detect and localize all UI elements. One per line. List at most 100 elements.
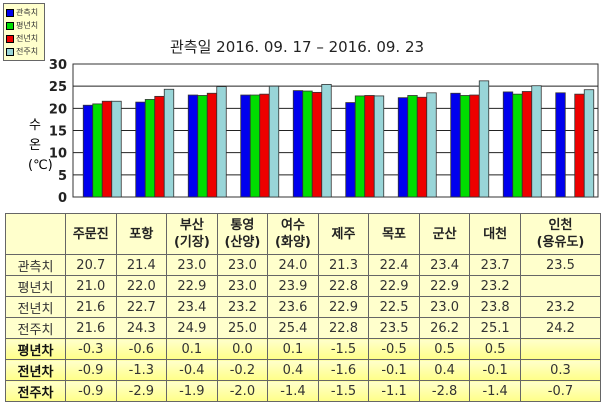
bar [459,95,471,198]
legend-swatch [6,8,14,17]
header-line: 주문진 [72,226,109,242]
header-line: 대천 [483,226,508,242]
table-cell: 24.9 [166,317,218,339]
chart-title: 관측일 2016. 09. 17 – 2016. 09. 23 [170,38,425,56]
table-cell: 0.5 [469,338,521,360]
table-cell: 21.0 [65,275,117,297]
column-header: 부산 (기장) [166,213,218,255]
header-line: 목포 [382,226,407,242]
bar-chart: 0 5 10 15 20 25 30 [49,58,599,206]
row-label: 전년차 [5,359,66,381]
y-axis-label: 수온 (℃) [20,116,53,176]
table-cell: 22.9 [317,296,370,318]
bar [187,94,199,198]
table-row: 평년차 -0.3 -0.6 0.1 0.0 0.1 -1.5 -0.5 0.5 0.5 [5,338,601,360]
bar [111,100,122,198]
bar [311,91,323,198]
table-cell: 22.8 [317,317,370,339]
legend-item: 관측치 [6,6,42,19]
column-header: 대천 [469,213,521,255]
header-line: (기장) [173,235,210,250]
header-line: 통영 [230,218,255,233]
table-cell: -1.5 [317,380,370,402]
table-cell: 23.9 [267,275,319,297]
bar [345,102,356,198]
bar [531,85,542,198]
table-cell: 23.0 [216,275,269,297]
bar [426,92,437,198]
table-cell: 23.8 [469,296,521,318]
header-line: (화양) [275,235,311,250]
y-tick-label: 0 [58,191,67,206]
y-tick-label: 25 [49,80,67,95]
row-label: 전년치 [5,296,66,318]
table-cell: 24.0 [267,254,319,276]
table-cell: 22.9 [166,275,218,297]
table-cell: -2.0 [216,380,269,402]
column-header: 제주 [317,213,370,255]
column-header: 목포 [368,213,420,255]
table-cell: 22.9 [368,275,420,297]
table-cell: 23.0 [216,254,269,276]
y-tick-label: 5 [58,169,67,184]
table-cell: 21.6 [65,317,117,339]
bar [478,80,490,198]
table-cell: 22.5 [368,296,420,318]
table-cell: -0.1 [469,359,521,381]
bar [373,95,385,198]
table-cell: 24.2 [519,317,601,339]
table-cell: -1.3 [115,359,168,381]
table-cell: -2.9 [115,380,168,402]
table-cell: 26.2 [418,317,471,339]
bar [354,95,366,198]
header-line: 부산 [179,218,204,233]
legend-label: 전주치 [16,47,39,56]
table-cell: 23.0 [418,296,471,318]
table-cell: 21.4 [115,254,168,276]
table-cell: 0.4 [267,359,319,381]
bar [450,92,461,198]
table-cell: 25.4 [267,317,319,339]
header-line: 인천 [548,218,573,233]
table-cell: -0.1 [368,359,420,381]
table-cell: -1.1 [368,380,420,402]
bar [268,85,280,198]
table-cell: 25.0 [216,317,269,339]
table-cell: 21.6 [65,296,117,318]
row-label: 관측치 [5,254,66,276]
header-line: 군산 [432,226,457,242]
table-row: 관측치 20.7 21.4 23.0 23.0 24.0 21.3 22.4 23.4 23.7 2… [5,254,601,276]
table-cell: -0.6 [115,338,168,360]
legend-label: 평년치 [16,21,39,30]
table-cell: 0.1 [166,338,218,360]
table-cell: -2.8 [418,380,471,402]
y-tick-label: 20 [49,102,67,117]
table-cell: -1.6 [317,359,370,381]
legend-label: 관측치 [16,8,39,17]
bar [163,88,175,198]
table-cell: -0.9 [65,359,117,381]
bar [397,97,409,198]
table-cell: 23.4 [418,254,471,276]
table-cell: 21.3 [317,254,370,276]
bar [249,94,261,198]
table-cell: 23.4 [166,296,218,318]
legend-swatch [6,21,14,30]
bar [521,91,533,198]
bar [82,104,94,198]
bar [240,94,251,198]
table-cell: -0.3 [65,338,117,360]
table-row: 전년치 21.6 22.7 23.4 23.2 23.6 22.9 22.5 23.0 23.8 2… [5,296,601,318]
bar [469,94,480,198]
legend-item: 평년치 [6,19,42,32]
bar [144,99,156,198]
legend-swatch [6,34,14,43]
header-line: 여수 [281,218,305,233]
table-cell: 25.1 [469,317,521,339]
column-header: 군산 [418,213,471,255]
table-cell: 22.4 [368,254,420,276]
table-cell: -1.4 [469,380,521,402]
table-row: 전년차 -0.9 -1.3 -0.4 -0.2 0.4 -1.6 -0.1 0.4 -0.1 0.3 [5,359,601,381]
table-cell: -0.5 [368,338,420,360]
table-cell: 0.1 [267,338,319,360]
